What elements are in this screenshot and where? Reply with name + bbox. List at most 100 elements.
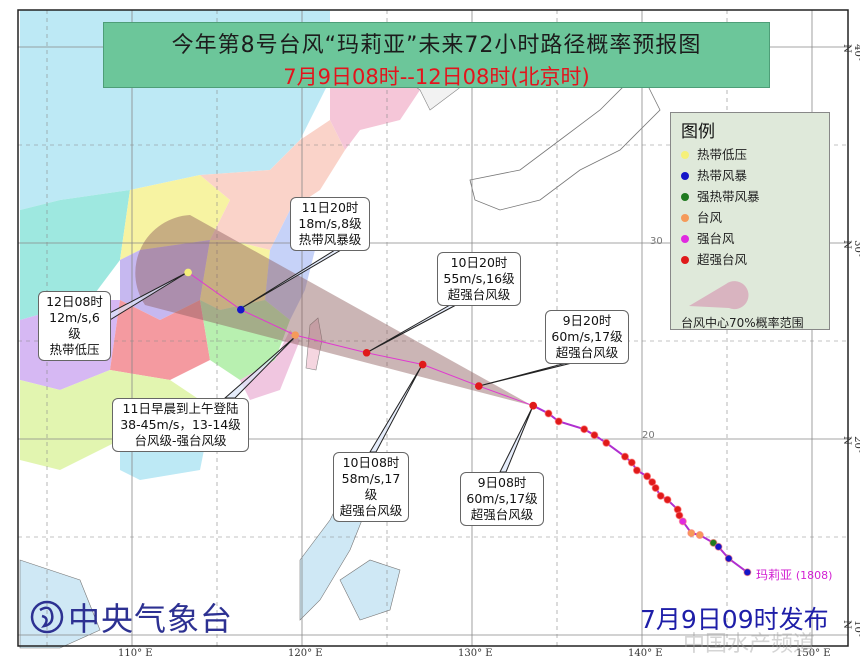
past-track-point [602, 438, 611, 447]
legend-label: 强热带风暴 [697, 189, 760, 204]
probability-cone [135, 215, 533, 406]
typhoon-symbol-icon [681, 171, 689, 180]
legend-item: 台风 [681, 207, 819, 228]
legend-label: 超强台风 [697, 252, 748, 267]
typhoon-symbol-icon [681, 213, 689, 222]
callout-time: 10日20时 [450, 255, 508, 270]
legend-label: 热带低压 [697, 147, 748, 162]
callout-wind: 58m/s,17级 [341, 471, 401, 502]
legend-item: 强热带风暴 [681, 186, 819, 207]
past-track-point [621, 452, 629, 461]
callout-9d08: 9日08时 60m/s,17级 超强台风级 [460, 472, 544, 526]
callout-time: 11日20时 [301, 200, 359, 215]
callout-wind: 60m/s,17级 [466, 491, 538, 506]
callout-level: 超强台风级 [339, 503, 403, 518]
past-track-point [554, 417, 563, 426]
callout-leaders [99, 249, 577, 473]
past-track-point [714, 542, 723, 551]
callout-level: 热带风暴级 [298, 232, 362, 247]
probability-cone-swatch [689, 281, 749, 310]
storm-label: 玛莉亚 (1808) [756, 566, 832, 583]
typhoon-symbol-icon [681, 255, 689, 264]
legend-item: 强台风 [681, 228, 819, 249]
callout-wind: 18m/s,8级 [298, 216, 362, 231]
past-track-point [687, 529, 696, 538]
agency-name: 中央气象台 [68, 600, 234, 638]
legend-title: 图例 [681, 122, 715, 142]
cma-logo: 中央气象台 [30, 594, 233, 640]
past-track-point [743, 568, 752, 577]
callout-time: 11日早晨到上午登陆 [122, 401, 239, 416]
callout-11d20: 11日20时 18m/s,8级 热带风暴级 [290, 197, 370, 251]
legend-item: 热带风暴 [681, 165, 819, 186]
callout-level: 热带低压 [49, 342, 100, 357]
past-track-point [675, 511, 684, 520]
forecast-track-point [291, 331, 300, 339]
issue-time: 7月9日09时发布 [640, 605, 829, 634]
forecast-track-point [237, 305, 245, 314]
lon-label: 130° E [458, 648, 493, 659]
legend-label: 台风 [697, 210, 723, 225]
past-track-point [678, 517, 687, 526]
past-track-point [632, 466, 641, 475]
callout-time: 9日08时 [477, 475, 527, 490]
lat-lon-grid [18, 10, 848, 646]
past-track-point [656, 491, 665, 500]
past-track-point [663, 495, 672, 504]
callout-level: 超强台风级 [470, 507, 534, 522]
callout-level: 超强台风级 [447, 287, 511, 302]
lon-label: 150° E [796, 648, 831, 659]
past-track-point [590, 431, 599, 440]
legend: 图例 热带低压 热带风暴 强热带风暴 台风 强台风 超强台风 台风中心70%概率范围 [670, 112, 830, 330]
map-subtitle: 7月9日08时--12日08时(北京时) [283, 65, 590, 89]
typhoon-symbol-icon [681, 192, 689, 201]
past-track-point [544, 409, 553, 418]
title-box: 今年第8号台风“玛莉亚”未来72小时路径概率预报图 7月9日08时--12日08… [103, 22, 770, 89]
callout-10d20: 10日20时 55m/s,16级 超强台风级 [437, 252, 521, 306]
callout-10d08: 10日08时 58m/s,17级 超强台风级 [333, 452, 409, 522]
past-track-point [724, 554, 733, 563]
callout-wind: 38-45m/s，13-14级 [120, 417, 241, 432]
past-track-point [695, 531, 704, 540]
watermark: 中国水产频道 [683, 632, 816, 657]
storm-number: (1808) [795, 569, 833, 582]
callout-wind: 12m/s,6级 [49, 310, 100, 341]
callout-landfall: 11日早晨到上午登陆 38-45m/s，13-14级 台风级-强台风级 [112, 398, 249, 452]
forecast-track-point [184, 268, 192, 277]
lon-label: 120° E [288, 648, 323, 659]
callout-wind: 60m/s,17级 [551, 329, 623, 344]
lat-label: 20° N [840, 436, 860, 454]
past-track-point [627, 458, 636, 467]
forecast-track-point [418, 360, 427, 369]
forecast-track-point [529, 401, 537, 410]
callout-level: 超强台风级 [555, 345, 619, 360]
legend-item: 热带低压 [681, 144, 819, 165]
typhoon-symbol-icon [681, 234, 689, 243]
forecast-track-point [362, 348, 371, 357]
forecast-track-point [475, 382, 483, 390]
inner-lat-label: 30 [650, 236, 663, 247]
lat-label: 30° N [840, 240, 860, 258]
past-track-point [651, 484, 660, 492]
past-track-point [648, 478, 657, 487]
callout-time: 9日20时 [562, 313, 612, 328]
typhoon-symbol-icon [681, 150, 689, 159]
past-track-point [643, 472, 652, 481]
cma-emblem-icon [30, 600, 64, 634]
map-frame [17, 9, 849, 647]
lon-label: 110° E [118, 648, 153, 659]
legend-item: 超强台风 [681, 249, 819, 270]
callout-wind: 55m/s,16级 [443, 271, 515, 286]
legend-label: 热带风暴 [697, 168, 748, 183]
map-title: 今年第8号台风“玛莉亚”未来72小时路径概率预报图 [171, 33, 702, 58]
past-track-point [580, 425, 589, 434]
lat-label: 10° N [840, 620, 860, 638]
lat-label: 40° N [840, 44, 860, 62]
callout-level: 台风级-强台风级 [134, 433, 227, 448]
callout-time: 10日08时 [342, 455, 400, 470]
lon-label: 140° E [628, 648, 663, 659]
callout-time: 12日08时 [46, 294, 103, 309]
callout-9d20: 9日20时 60m/s,17级 超强台风级 [545, 310, 629, 364]
track-points [184, 268, 752, 577]
